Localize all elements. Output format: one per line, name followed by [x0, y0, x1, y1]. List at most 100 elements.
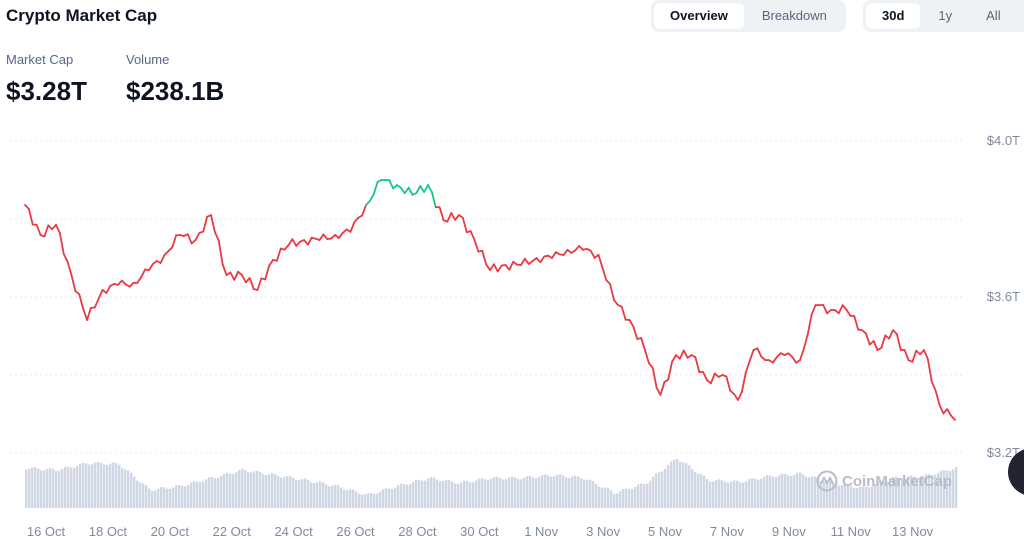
- volume-bar: [562, 475, 564, 508]
- x-tick-label: 9 Nov: [772, 524, 806, 539]
- volume-bar: [610, 491, 612, 508]
- volume-bar: [115, 463, 117, 508]
- y-tick-label: $3.6T: [987, 289, 1020, 304]
- market-cap-line-segment: [37, 225, 41, 235]
- volume-bar: [397, 485, 399, 508]
- volume-bar: [235, 473, 237, 508]
- volume-bar: [793, 475, 795, 508]
- market-cap-line-segment: [804, 334, 808, 348]
- volume-bar: [334, 485, 336, 508]
- market-cap-line-segment: [695, 357, 699, 372]
- market-cap-line-segment: [750, 350, 754, 361]
- market-cap-line-segment: [269, 260, 273, 266]
- volume-bar: [358, 494, 360, 508]
- x-tick-label: 28 Oct: [398, 524, 436, 539]
- volume-bar: [481, 478, 483, 508]
- volume-bar: [532, 477, 534, 508]
- volume-bar: [361, 495, 363, 508]
- volume-bar: [952, 469, 954, 508]
- volume-bar: [175, 485, 177, 508]
- volume-bar: [88, 464, 90, 508]
- volume-bar: [742, 483, 744, 508]
- volume-bar: [304, 479, 306, 508]
- market-cap-line-segment: [219, 241, 223, 265]
- volume-bar: [709, 481, 711, 508]
- volume-bar: [307, 480, 309, 508]
- market-cap-line-segment: [215, 232, 219, 241]
- volume-bar: [712, 481, 714, 508]
- market-cap-line-segment: [498, 266, 502, 272]
- market-cap-line-segment: [211, 215, 215, 232]
- market-cap-line-segment: [79, 294, 83, 308]
- market-cap-line-segment: [668, 362, 672, 380]
- volume-bar: [703, 476, 705, 508]
- volume-bar: [388, 489, 390, 508]
- market-cap-line-segment: [308, 238, 312, 245]
- market-cap-line-segment: [610, 284, 614, 300]
- volume-bar: [790, 476, 792, 508]
- volume-bar: [664, 469, 666, 508]
- market-cap-line-segment: [490, 264, 494, 270]
- volume-bar: [136, 481, 138, 508]
- market-cap-line-segment: [940, 405, 944, 413]
- volume-bar: [259, 472, 261, 508]
- volume-bar: [211, 477, 213, 508]
- market-cap-line-segment: [800, 349, 804, 361]
- volume-bar: [781, 474, 783, 508]
- market-cap-line-segment: [521, 259, 525, 265]
- volume-bar: [583, 479, 585, 508]
- market-cap-line-segment: [932, 381, 936, 390]
- volume-bar: [253, 471, 255, 508]
- volume-bar: [424, 481, 426, 508]
- market-cap-line-segment: [843, 305, 847, 310]
- volume-bar: [475, 481, 477, 508]
- volume-bar: [661, 471, 663, 508]
- market-cap-line-segment: [463, 218, 467, 232]
- volume-bar: [151, 491, 153, 508]
- volume-bar: [271, 473, 273, 508]
- volume-bar: [187, 485, 189, 508]
- volume-bar: [574, 476, 576, 508]
- volume-bar: [130, 473, 132, 508]
- volume-bar: [241, 469, 243, 508]
- market-cap-line-segment: [680, 350, 684, 358]
- x-tick-label: 24 Oct: [274, 524, 312, 539]
- volume-bar: [757, 480, 759, 508]
- volume-bar: [163, 487, 165, 508]
- volume-bar: [382, 489, 384, 508]
- volume-bar: [436, 480, 438, 508]
- volume-bar: [520, 479, 522, 508]
- volume-bar: [799, 473, 801, 508]
- volume-bar: [556, 475, 558, 508]
- volume-bar: [157, 489, 159, 508]
- volume-bar: [409, 484, 411, 508]
- volume-bar: [328, 486, 330, 508]
- volume-bar: [511, 477, 513, 508]
- volume-bar: [268, 474, 270, 508]
- x-tick-label: 16 Oct: [27, 524, 65, 539]
- volume-bar: [754, 479, 756, 508]
- volume-bar: [559, 474, 561, 508]
- y-tick-label: $4.0T: [987, 133, 1020, 148]
- volume-bar: [784, 474, 786, 508]
- volume-bar: [811, 477, 813, 508]
- volume-bar: [355, 491, 357, 508]
- volume-bar: [697, 474, 699, 508]
- market-cap-line-segment: [339, 233, 343, 238]
- market-cap-line-segment: [64, 254, 68, 262]
- market-cap-line-segment: [250, 278, 254, 289]
- volume-bar: [247, 472, 249, 508]
- market-cap-line-segment: [475, 240, 479, 252]
- market-cap-line-segment: [447, 213, 451, 222]
- x-tick-label: 5 Nov: [648, 524, 682, 539]
- volume-bar: [733, 480, 735, 508]
- volume-bar: [955, 467, 957, 508]
- volume-bar: [430, 477, 432, 508]
- volume-bar: [598, 487, 600, 508]
- market-cap-line-segment: [599, 255, 603, 268]
- market-cap-line-segment: [854, 316, 858, 330]
- volume-bar: [631, 489, 633, 508]
- volume-bar: [232, 474, 234, 508]
- volume-bar: [58, 471, 60, 508]
